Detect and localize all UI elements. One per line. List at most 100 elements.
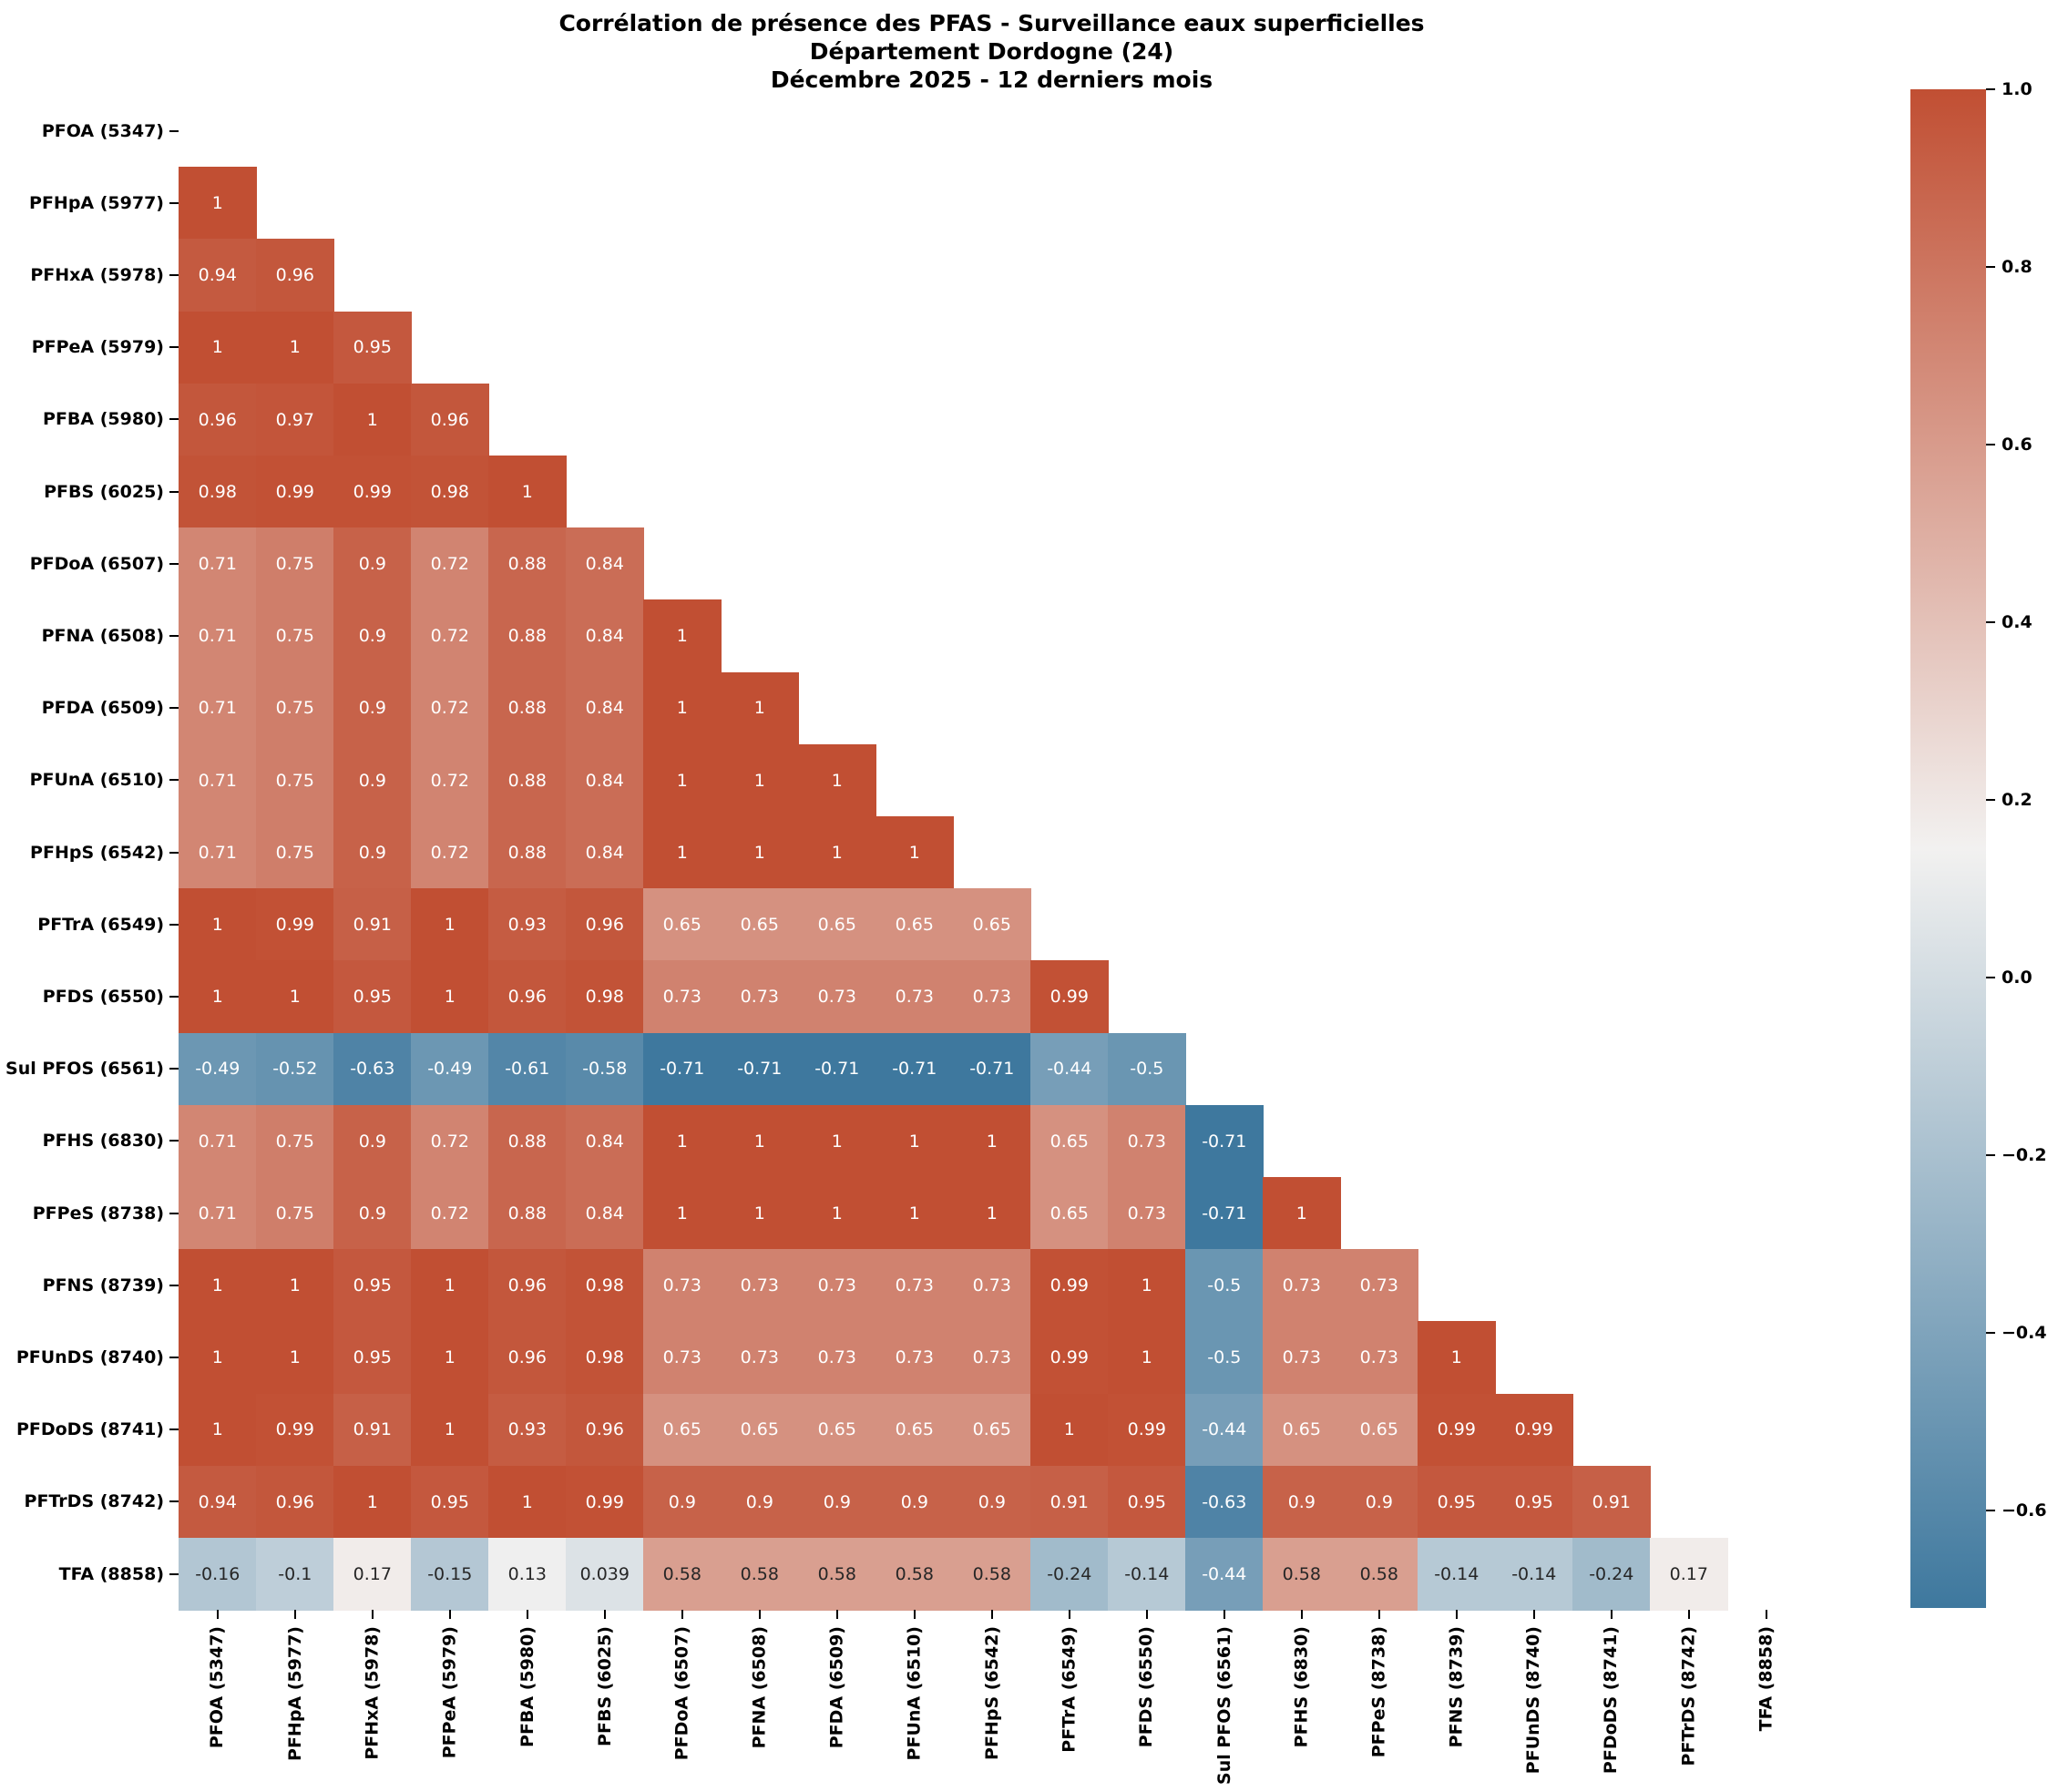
heatmap-cell: 0.88	[488, 743, 567, 817]
heatmap-cell: 0.99	[1030, 1249, 1109, 1322]
heatmap-cell: 0.17	[333, 1538, 412, 1611]
heatmap-cell: 0.9	[643, 1465, 722, 1539]
heatmap-cell: 0.58	[875, 1538, 954, 1611]
x-tick	[1068, 1610, 1070, 1620]
heatmap-cell: 1	[411, 1393, 489, 1467]
heatmap-cell: 0.73	[1263, 1249, 1341, 1322]
y-tick-label: PFUnDS (8740)	[15, 1347, 164, 1367]
heatmap-cell: 1	[179, 167, 257, 240]
heatmap-cell: -0.52	[256, 1032, 334, 1106]
colorbar-tick-label: −0.2	[2002, 1144, 2047, 1165]
heatmap-cell: 0.72	[411, 527, 489, 600]
colorbar-tick-label: 0.4	[2002, 611, 2032, 632]
heatmap-cell: 1	[179, 1393, 257, 1467]
heatmap-cell: 0.99	[1030, 1321, 1109, 1395]
y-tick-label: PFPeA (5979)	[31, 337, 164, 358]
chart-title-line1: Corrélation de présence des PFAS - Surve…	[558, 10, 1425, 36]
heatmap-cell: 0.65	[643, 1393, 722, 1467]
heatmap-cell: 0.96	[488, 1321, 567, 1395]
x-tick-label: PFUnDS (8740)	[1523, 1626, 1544, 1775]
heatmap-cell: 0.84	[566, 1104, 644, 1178]
x-tick-label: PFDS (6550)	[1136, 1626, 1157, 1748]
heatmap-cell: 1	[721, 1177, 799, 1250]
colorbar-tick	[1986, 1153, 1995, 1156]
heatmap-cell: -0.44	[1185, 1393, 1264, 1467]
y-tick-label: PFTrA (6549)	[37, 914, 164, 935]
y-tick	[169, 1068, 179, 1070]
y-tick-label: PFNA (6508)	[41, 626, 164, 646]
heatmap-cell: 0.71	[179, 816, 257, 889]
heatmap-cell: 0.93	[488, 1393, 567, 1467]
x-tick-label: PFDA (6509)	[826, 1626, 847, 1749]
heatmap-cell: -0.71	[798, 1032, 876, 1106]
x-tick	[371, 1610, 374, 1620]
heatmap-cell: 0.65	[875, 888, 954, 961]
y-tick-label: TFA (8858)	[58, 1563, 164, 1584]
heatmap-cell: 0.99	[1108, 1393, 1186, 1467]
x-tick-label: PFPeS (8738)	[1368, 1626, 1389, 1758]
x-tick	[835, 1610, 838, 1620]
x-tick-label: PFPeA (5979)	[439, 1626, 460, 1759]
heatmap-cell: -0.24	[1572, 1538, 1651, 1611]
y-tick	[169, 346, 179, 349]
y-tick-label: PFPeS (8738)	[32, 1203, 164, 1224]
heatmap-cell: 0.73	[1340, 1249, 1418, 1322]
heatmap-cell: 0.96	[566, 888, 644, 961]
x-tick-label: PFNA (6508)	[749, 1626, 770, 1749]
heatmap-cell: 0.84	[566, 816, 644, 889]
heatmap-cell: 0.99	[1495, 1393, 1573, 1467]
heatmap-cell: 0.75	[256, 1177, 334, 1250]
heatmap-cell: 0.84	[566, 527, 644, 600]
heatmap-cell: 0.99	[1030, 960, 1109, 1034]
heatmap-cell: 0.72	[411, 1177, 489, 1250]
heatmap-cell: 1	[256, 1249, 334, 1322]
heatmap-cell: 0.96	[256, 1465, 334, 1539]
y-tick	[169, 274, 179, 276]
y-tick	[169, 201, 179, 204]
heatmap-cell: 0.84	[566, 1177, 644, 1250]
heatmap-cell: -0.49	[411, 1032, 489, 1106]
heatmap-cell: 0.96	[256, 239, 334, 312]
x-tick-label: PFDoDS (8741)	[1601, 1626, 1622, 1775]
colorbar-tick	[1986, 443, 1995, 445]
heatmap-cell: 0.88	[488, 599, 567, 673]
heatmap-cell: 1	[411, 960, 489, 1034]
heatmap-cell: 1	[1108, 1321, 1186, 1395]
heatmap-cell: 1	[179, 1249, 257, 1322]
heatmap-cell: 0.75	[256, 527, 334, 600]
heatmap-cell: 1	[411, 888, 489, 961]
heatmap-cell: 1	[643, 1104, 722, 1178]
heatmap-cell: -0.63	[333, 1032, 412, 1106]
heatmap-cell: -0.5	[1185, 1321, 1264, 1395]
x-tick	[1145, 1610, 1148, 1620]
heatmap-cell: 0.65	[953, 1393, 1031, 1467]
heatmap-cell: 0.73	[953, 1249, 1031, 1322]
heatmap-cell: 0.75	[256, 599, 334, 673]
x-tick	[681, 1610, 683, 1620]
heatmap-cell: 0.91	[1030, 1465, 1109, 1539]
heatmap-cell: 0.95	[1495, 1465, 1573, 1539]
heatmap-cell: 0.71	[179, 1104, 257, 1178]
heatmap-cell: 1	[953, 1104, 1031, 1178]
heatmap-cell: 1	[643, 1177, 722, 1250]
heatmap-cell: -0.16	[179, 1538, 257, 1611]
colorbar-tick-label: 0.0	[2002, 967, 2032, 988]
heatmap-cell: 0.73	[721, 960, 799, 1034]
colorbar-tick-label: 1.0	[2002, 79, 2032, 99]
x-tick	[603, 1610, 606, 1620]
colorbar-tick	[1986, 798, 1995, 801]
heatmap-cell: 0.73	[798, 960, 876, 1034]
x-tick	[293, 1610, 296, 1620]
heatmap-cell: 1	[1418, 1321, 1496, 1395]
heatmap-cell: 0.13	[488, 1538, 567, 1611]
heatmap-cell: 1	[256, 960, 334, 1034]
heatmap-cell: 0.71	[179, 599, 257, 673]
heatmap-cell: 1	[953, 1177, 1031, 1250]
heatmap-cell: 0.72	[411, 671, 489, 745]
heatmap-cell: 0.65	[1340, 1393, 1418, 1467]
heatmap-cell: -0.71	[953, 1032, 1031, 1106]
heatmap-cell: 0.84	[566, 671, 644, 745]
heatmap-cell: 1	[1030, 1393, 1109, 1467]
y-tick	[169, 129, 179, 132]
heatmap-cell: 0.95	[333, 1249, 412, 1322]
